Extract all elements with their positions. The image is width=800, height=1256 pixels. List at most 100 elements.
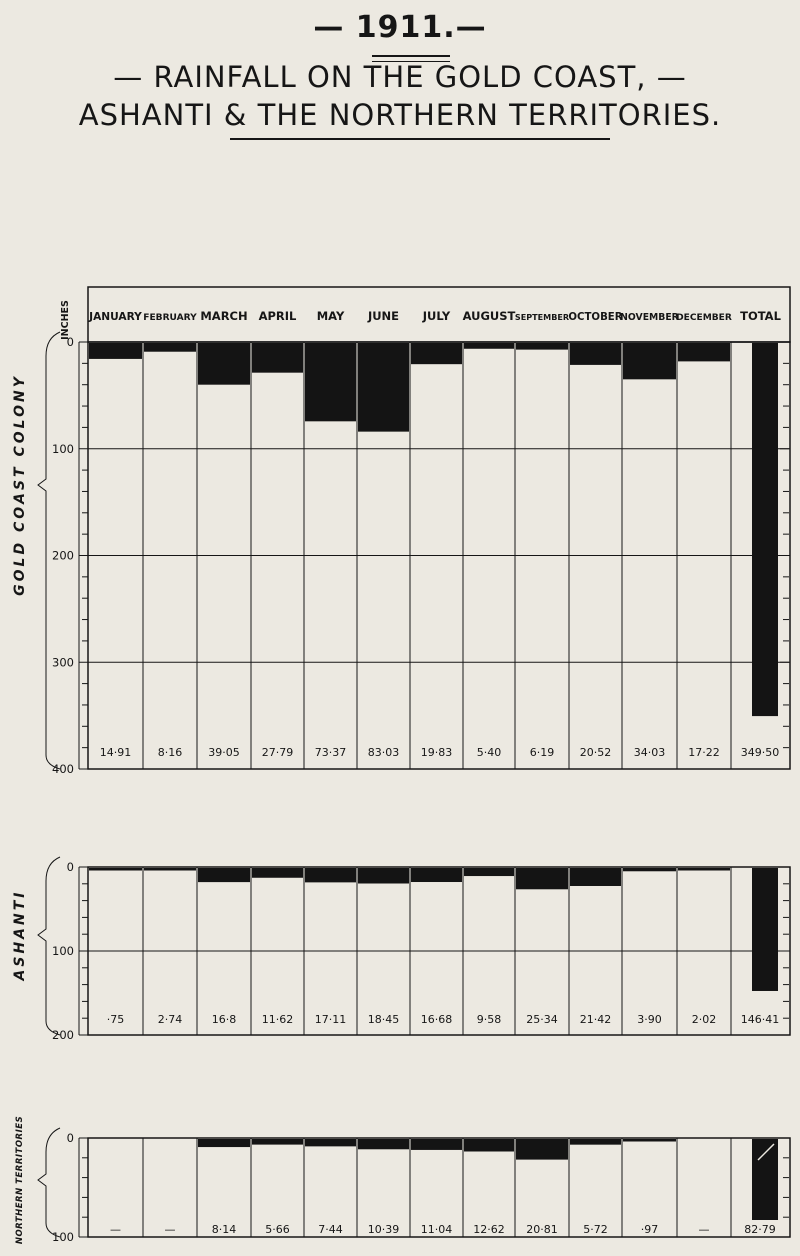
- panel-1-ytick-label: 200: [52, 549, 74, 563]
- panel-1-bar-april: [252, 343, 303, 373]
- panel-3-value-label-november: ·97: [641, 1223, 659, 1236]
- title-line-1: — RAINFALL ON THE GOLD COAST, —: [113, 60, 687, 94]
- panel-2-bar-october: [570, 868, 621, 886]
- panel-1-value-label-april: 27·79: [262, 746, 294, 759]
- month-header-january: JANUARY: [88, 311, 142, 323]
- month-header-may: MAY: [317, 309, 345, 323]
- panel-2-value-label-october: 21·42: [580, 1013, 612, 1026]
- panel-3-region-label: NORTHERN TERRITORIES: [15, 1116, 25, 1244]
- panel-2-bar-march: [198, 868, 250, 883]
- panel-2-ytick-label: 0: [67, 860, 74, 874]
- panel-2-bar-february: [144, 868, 196, 871]
- title-line-2: ASHANTI & THE NORTHERN TERRITORIES.: [78, 98, 722, 132]
- panel-1-bar-november: [623, 343, 676, 380]
- panel-2-bar-june: [358, 868, 409, 884]
- panel-3-bar-november: [623, 1139, 676, 1142]
- panel-2-bar-total: [752, 868, 778, 991]
- panel-3-value-label-august: 12·62: [473, 1223, 505, 1236]
- panel-2-value-label-august: 9·58: [477, 1013, 502, 1026]
- panel-1-bar-march: [198, 343, 250, 385]
- panel-3-value-label-june: 10·39: [368, 1223, 400, 1236]
- panel-1-value-label-june: 83·03: [368, 746, 400, 759]
- panel-2-bar-november: [623, 868, 676, 872]
- panel-1-ytick-label: 0: [67, 335, 74, 349]
- panel-1-ytick-label: 400: [52, 762, 74, 776]
- panel-3-bar-october: [570, 1139, 621, 1145]
- panel-3-value-label-total: 82·79: [744, 1223, 776, 1236]
- panel-3-value-label-december: —: [699, 1223, 710, 1236]
- panel-2-region-bracket: [37, 856, 61, 1036]
- month-header-september: SEPTEMBER: [515, 312, 570, 322]
- month-header-november: NOVEMBER: [620, 312, 679, 323]
- panel-2-bar-september: [516, 868, 568, 890]
- panel-3-bar-march: [198, 1139, 250, 1148]
- panel-2-value-label-january: ·75: [107, 1013, 125, 1026]
- panel-1-bar-january: [89, 343, 142, 359]
- panel-2-value-label-september: 25·34: [526, 1013, 558, 1026]
- units-label: INCHES: [60, 300, 71, 340]
- panel-1-bar-october: [570, 343, 621, 365]
- panel-2-bar-april: [252, 868, 303, 878]
- panel-3-bar-april: [252, 1139, 303, 1145]
- panel-2-bar-january: [89, 868, 142, 871]
- panel-3-value-label-march: 8·14: [212, 1223, 237, 1236]
- panel-1-bar-july: [411, 343, 462, 365]
- panel-1-value-label-september: 6·19: [530, 746, 555, 759]
- month-header-march: MARCH: [200, 309, 247, 323]
- panel-1-value-label-december: 17·22: [688, 746, 720, 759]
- panel-2-value-label-november: 3·90: [637, 1013, 662, 1026]
- panel-3-total-bar-mark: [757, 1143, 775, 1161]
- panel-1-bar-december: [678, 343, 730, 362]
- panel-1-ytick-label: 300: [52, 655, 74, 669]
- panel-3-value-label-september: 20·81: [526, 1223, 558, 1236]
- panel-2-value-label-december: 2·02: [692, 1013, 717, 1026]
- panel-3-bar-total: [752, 1139, 778, 1220]
- panel-3-value-label-january: —: [110, 1223, 121, 1236]
- panel-1-bar-august: [464, 343, 514, 349]
- panel-2-value-label-march: 16·8: [212, 1013, 237, 1026]
- year-underline: [372, 55, 450, 62]
- panel-1-region-label: GOLD COAST COLONY: [12, 374, 28, 596]
- year-heading: — 1911.—: [313, 10, 487, 45]
- panel-2-bar-august: [464, 868, 514, 877]
- title-underline: [230, 138, 610, 140]
- panel-3-value-label-july: 11·04: [421, 1223, 453, 1236]
- panel-2-bar-july: [411, 868, 462, 883]
- panel-2-value-label-february: 2·74: [158, 1013, 183, 1026]
- panel-2-bar-may: [305, 868, 356, 883]
- month-header-total: TOTAL: [740, 309, 781, 323]
- panel-3-bar-june: [358, 1139, 409, 1150]
- panel-3-bar-september: [516, 1139, 568, 1160]
- panel-2-value-label-june: 18·45: [368, 1013, 400, 1026]
- panel-1-value-label-november: 34·03: [634, 746, 666, 759]
- panel-3-bar-may: [305, 1139, 356, 1147]
- month-header-june: JUNE: [367, 309, 399, 323]
- panel-1-value-label-july: 19·83: [421, 746, 453, 759]
- panel-1-value-label-total: 349·50: [741, 746, 780, 759]
- panel-2-value-label-july: 16·68: [421, 1013, 453, 1026]
- panel-1-bar-june: [358, 343, 409, 432]
- panel-2-ytick-label: 100: [52, 944, 74, 958]
- panel-3-value-label-october: 5·72: [583, 1223, 608, 1236]
- panel-2-value-label-total: 146·41: [741, 1013, 780, 1026]
- panel-1-value-label-february: 8·16: [158, 746, 183, 759]
- panel-1-bar-may: [305, 343, 356, 422]
- panel-3-value-label-february: —: [165, 1223, 176, 1236]
- panel-1-value-label-march: 39·05: [208, 746, 240, 759]
- panel-3-bar-august: [464, 1139, 514, 1152]
- panel-1-value-label-august: 5·40: [477, 746, 502, 759]
- panel-2-value-label-april: 11·62: [262, 1013, 294, 1026]
- panel-3-bar-july: [411, 1139, 462, 1150]
- panel-3-ytick-label: 100: [52, 1230, 74, 1244]
- month-header-april: APRIL: [259, 309, 297, 323]
- panel-2-value-label-may: 17·11: [315, 1013, 347, 1026]
- panel-3-ytick-label: 0: [67, 1131, 74, 1145]
- panel-3-value-label-april: 5·66: [265, 1223, 290, 1236]
- panel-1-region-bracket: [37, 331, 61, 770]
- panel-1-ytick-label: 100: [52, 442, 74, 456]
- panel-1-value-label-may: 73·37: [315, 746, 347, 759]
- panel-1-bar-september: [516, 343, 568, 350]
- month-header-february: FEBRUARY: [143, 313, 197, 323]
- panel-2-bar-december: [678, 868, 730, 871]
